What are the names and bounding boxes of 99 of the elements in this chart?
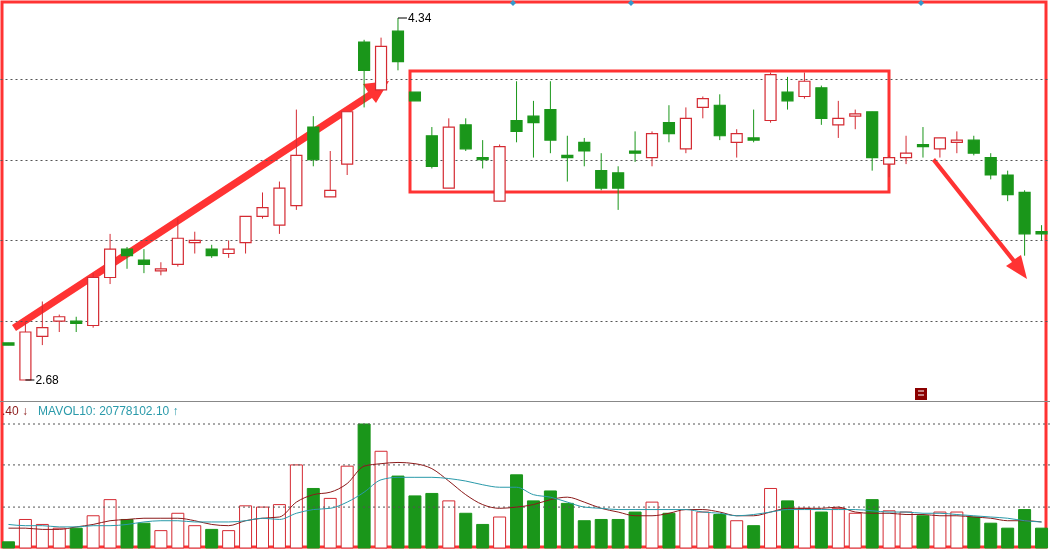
bar xyxy=(831,507,845,549)
bar xyxy=(1001,527,1015,549)
bar xyxy=(408,495,422,549)
candlestick xyxy=(628,130,642,163)
bar xyxy=(357,423,371,549)
candlestick xyxy=(645,130,659,167)
bar xyxy=(747,525,761,549)
bar xyxy=(713,514,727,549)
candlestick xyxy=(662,104,676,143)
candlestick xyxy=(612,165,625,211)
bar xyxy=(52,527,66,549)
bar xyxy=(967,516,981,549)
candlestick xyxy=(798,72,811,100)
candlestick xyxy=(256,191,269,220)
bar xyxy=(933,511,947,549)
bar xyxy=(510,474,524,549)
bar xyxy=(18,518,32,549)
bar xyxy=(205,528,219,549)
bar xyxy=(984,522,998,549)
candlestick xyxy=(36,300,49,346)
bar xyxy=(899,511,913,549)
candlestick xyxy=(578,137,591,167)
candlestick xyxy=(832,100,845,139)
bar xyxy=(916,515,930,549)
bar xyxy=(560,502,574,549)
candlestick xyxy=(933,137,947,159)
candlestick xyxy=(849,109,862,130)
bar xyxy=(374,450,388,549)
bar xyxy=(340,465,354,549)
bar xyxy=(222,530,236,549)
bar xyxy=(950,511,964,549)
candlestick xyxy=(188,231,201,255)
bar xyxy=(611,518,625,549)
bar xyxy=(69,527,83,549)
bar xyxy=(425,492,439,549)
candlestick xyxy=(324,150,337,198)
bar xyxy=(120,518,134,549)
bar xyxy=(797,507,811,549)
bar xyxy=(272,504,286,549)
bar xyxy=(1018,509,1032,549)
bar xyxy=(730,520,744,549)
candlestick xyxy=(967,135,980,156)
bar xyxy=(323,497,337,549)
bar xyxy=(86,515,100,549)
candlestick xyxy=(120,246,134,270)
bar xyxy=(103,499,117,549)
candlestick xyxy=(137,248,151,274)
bar xyxy=(628,511,642,549)
annotation: 4.34 xyxy=(407,11,432,25)
bar xyxy=(256,506,269,549)
bar xyxy=(35,523,49,549)
text: MAVOL10: 20778102.10 ↑ xyxy=(38,404,179,418)
candlestick xyxy=(527,100,540,159)
bar xyxy=(476,523,490,549)
bar xyxy=(171,512,185,549)
candlestick xyxy=(916,126,930,159)
annotation: 2.68 xyxy=(35,373,60,387)
candlestick xyxy=(730,128,743,159)
candlestick xyxy=(595,152,608,191)
bar xyxy=(239,505,253,549)
bar xyxy=(814,511,828,549)
candlestick xyxy=(950,130,963,154)
bar xyxy=(543,490,557,549)
bar xyxy=(645,501,659,549)
bar xyxy=(781,500,794,549)
candlestick xyxy=(984,152,997,180)
bar xyxy=(306,487,320,549)
bar xyxy=(882,510,896,549)
bar xyxy=(764,487,778,549)
bar xyxy=(154,530,168,549)
candlestick xyxy=(154,261,167,276)
bar xyxy=(594,518,608,549)
bar xyxy=(848,512,862,549)
bar xyxy=(391,475,405,549)
bar xyxy=(459,512,473,549)
bar xyxy=(442,500,456,549)
candlestick xyxy=(899,135,913,165)
candlestick xyxy=(476,139,489,169)
candlestick xyxy=(747,109,760,143)
candlestick xyxy=(696,96,709,119)
text: .40 ↓ xyxy=(2,404,29,418)
bar xyxy=(865,499,879,549)
bar xyxy=(1,541,15,549)
bar xyxy=(493,516,507,549)
bar xyxy=(662,512,676,549)
candlestick xyxy=(883,154,896,178)
candlestick xyxy=(1001,170,1014,202)
bar xyxy=(696,511,710,549)
bar xyxy=(1035,527,1049,549)
candlestick xyxy=(561,135,574,183)
bar xyxy=(137,522,151,549)
bar xyxy=(188,525,202,549)
bar xyxy=(577,520,591,549)
bar xyxy=(679,509,693,549)
bar xyxy=(526,500,540,549)
candlestick xyxy=(459,117,472,152)
candlestick xyxy=(781,76,794,111)
candlestick xyxy=(510,80,523,143)
bar xyxy=(289,464,303,549)
